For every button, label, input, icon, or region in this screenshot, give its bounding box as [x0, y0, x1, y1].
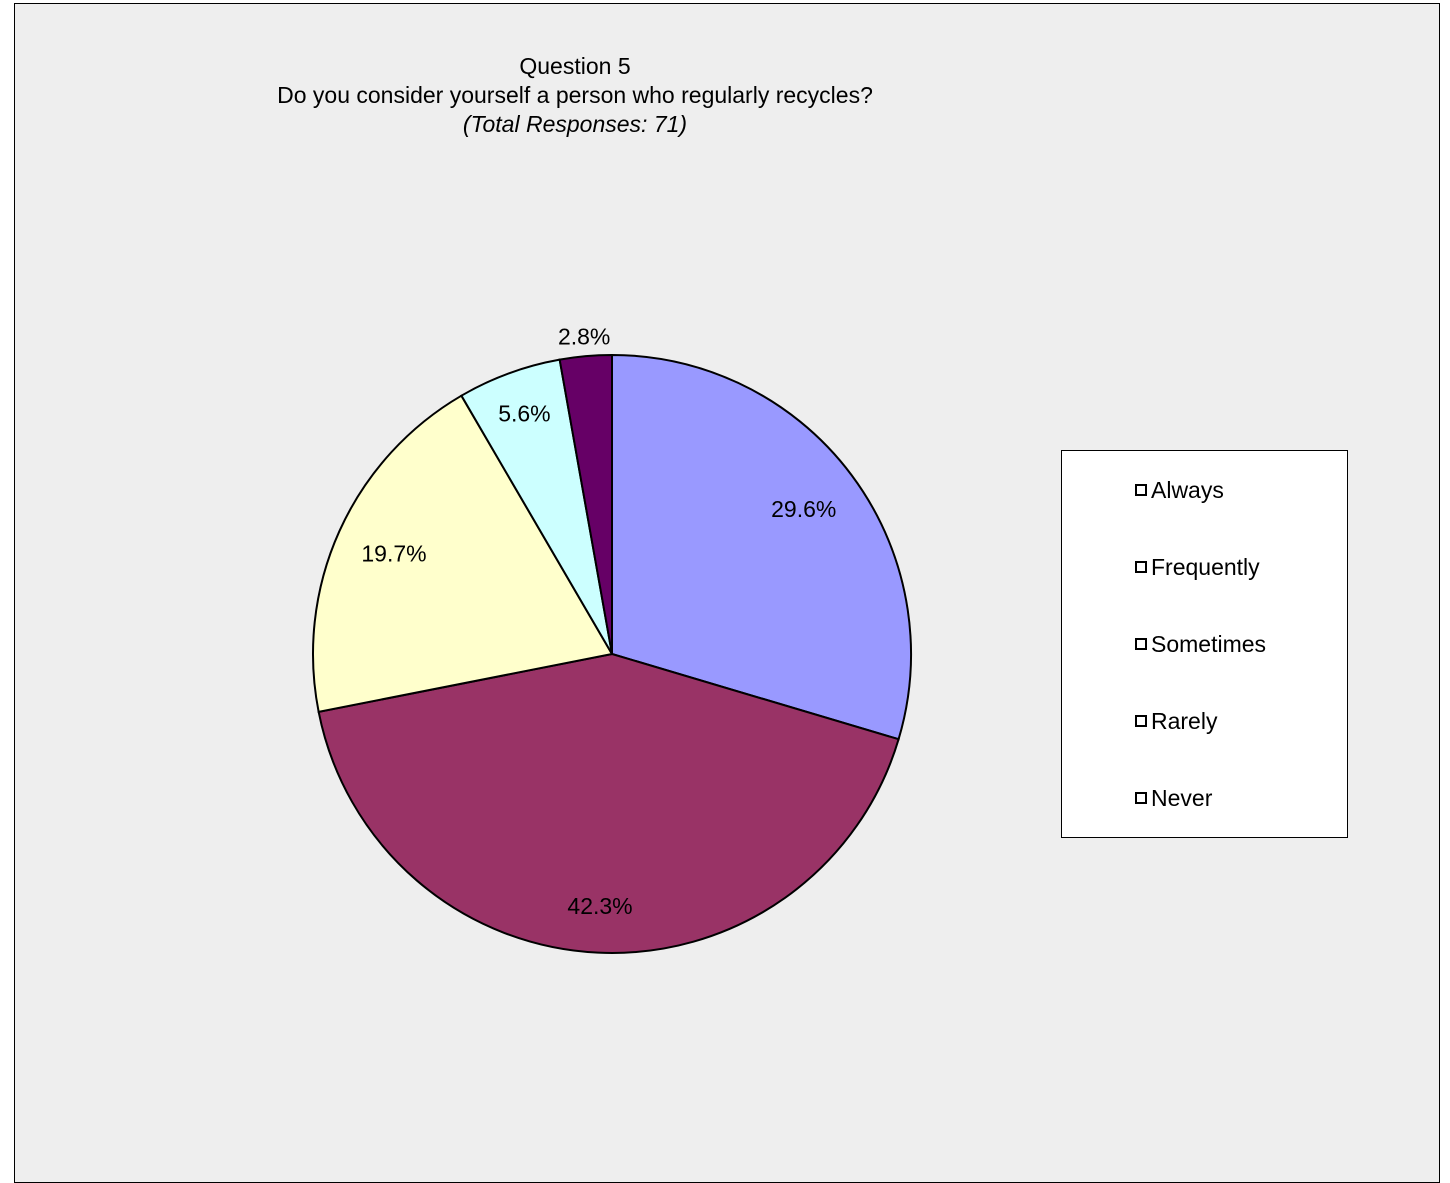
legend-item-rarely: Rarely	[1135, 707, 1217, 735]
legend-item-sometimes: Sometimes	[1135, 630, 1266, 658]
data-label-rarely: 5.6%	[498, 400, 550, 426]
data-label-always: 29.6%	[771, 496, 836, 522]
chart-title: Question 5	[519, 53, 631, 79]
legend-swatch	[1135, 715, 1147, 727]
chart-note: (Total Responses: 71)	[462, 111, 688, 137]
legend-swatch	[1135, 792, 1147, 804]
data-label-sometimes: 19.7%	[361, 541, 426, 567]
legend-label: Rarely	[1151, 707, 1218, 734]
legend-label: Sometimes	[1151, 630, 1267, 657]
legend-swatch	[1135, 638, 1147, 650]
legend-label: Frequently	[1151, 553, 1260, 580]
legend-swatch	[1135, 484, 1147, 496]
legend-swatch	[1135, 561, 1147, 573]
legend-item-never: Never	[1135, 784, 1212, 812]
legend-item-frequently: Frequently	[1135, 553, 1260, 581]
pie-slice-sometimes	[312, 394, 614, 714]
legend-item-always: Always	[1135, 476, 1224, 504]
legend-label: Always	[1151, 476, 1224, 503]
pie-slice-frequently	[317, 652, 900, 954]
data-label-frequently: 42.3%	[567, 893, 632, 919]
pie-slice-always	[611, 353, 912, 741]
legend: Always Frequently Sometimes Rarely Never	[1061, 450, 1348, 838]
chart-title-block: Question 5 Do you consider yourself a pe…	[0, 52, 1150, 139]
chart-subtitle: Do you consider yourself a person who re…	[277, 82, 873, 108]
pie-slice-never	[558, 353, 613, 655]
data-label-never: 2.8%	[558, 323, 610, 349]
legend-label: Never	[1151, 784, 1213, 811]
